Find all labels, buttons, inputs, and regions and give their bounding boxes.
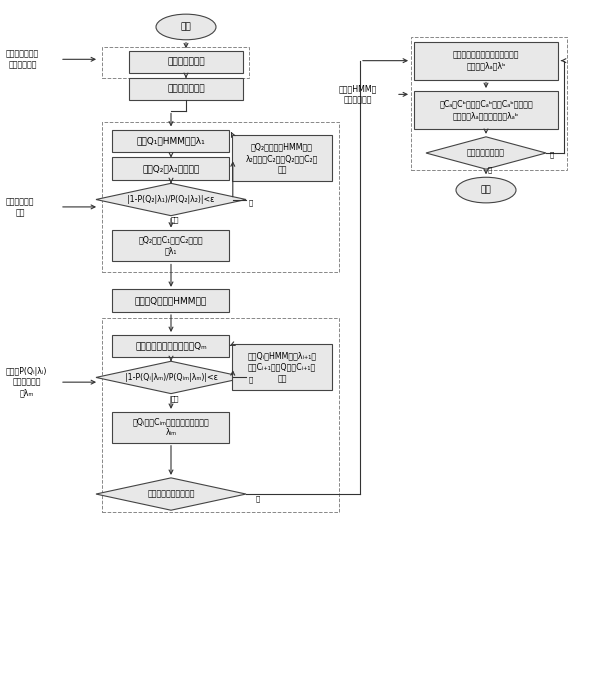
FancyBboxPatch shape [414, 91, 558, 129]
Text: 成立: 成立 [171, 395, 179, 402]
Text: 建立Q₁的HMM模型λ₁: 建立Q₁的HMM模型λ₁ [137, 136, 205, 146]
Text: 否: 否 [256, 495, 260, 502]
FancyBboxPatch shape [113, 230, 229, 261]
FancyBboxPatch shape [129, 78, 243, 100]
Text: 为Q₂建立新的HMM模型
λ₂，增加C₂，将Q₂作为C₂的
成员: 为Q₂建立新的HMM模型 λ₂，增加C₂，将Q₂作为C₂的 成员 [246, 143, 318, 174]
Text: 时序数据标准化: 时序数据标准化 [167, 57, 205, 67]
FancyBboxPatch shape [113, 129, 229, 152]
Ellipse shape [456, 177, 516, 203]
Text: 食品安全信息时
序数据预处理: 食品安全信息时 序数据预处理 [6, 49, 39, 69]
Text: 是否所有序列都已分类: 是否所有序列都已分类 [147, 489, 195, 499]
Text: 时序数据聚类
流程: 时序数据聚类 流程 [6, 197, 35, 217]
Polygon shape [96, 183, 246, 216]
FancyBboxPatch shape [414, 42, 558, 80]
Text: 建立Qᵢ的HMM模型λᵢ₊₁，
设置Cᵢ₊₁，将Q作为Cᵢ₊₁的
成员: 建立Qᵢ的HMM模型λᵢ₊₁， 设置Cᵢ₊₁，将Q作为Cᵢ₊₁的 成员 [247, 352, 317, 383]
Ellipse shape [156, 14, 216, 40]
Text: 找出输出概率最大的序列Qₘ: 找出输出概率最大的序列Qₘ [135, 341, 207, 350]
FancyBboxPatch shape [113, 289, 229, 311]
Text: 对所有Q都建立HMM模型: 对所有Q都建立HMM模型 [135, 296, 207, 305]
Text: 将Qᵢ加入Cᵢₘ中，并重新训练模型
λᵢₘ: 将Qᵢ加入Cᵢₘ中，并重新训练模型 λᵢₘ [133, 417, 209, 437]
Text: 将Q₂加入C₁，用C₂重新训
练λ₁: 将Q₂加入C₁，用C₂重新训 练λ₁ [139, 235, 203, 255]
Text: 从所有模型中选出模型间距离最
小的两个λₐ和λᵇ: 从所有模型中选出模型间距离最 小的两个λₐ和λᵇ [453, 51, 519, 71]
Text: 将Cₐ和Cᵇ合并为Cₐᵇ，用Cₐᵇ中的序列
重新训练λₐ得到新的模型λₐᵇ: 将Cₐ和Cᵇ合并为Cₐᵇ，用Cₐᵇ中的序列 重新训练λₐ得到新的模型λₐᵇ [439, 100, 533, 120]
Text: 找出使P(Qᵢ|λᵢ)
取最大値的模
型λₘ: 找出使P(Qᵢ|λᵢ) 取最大値的模 型λₘ [6, 367, 47, 398]
Text: 是: 是 [487, 166, 492, 173]
Text: 否: 否 [248, 376, 253, 383]
FancyBboxPatch shape [129, 51, 243, 73]
FancyBboxPatch shape [232, 135, 331, 181]
Text: |1-P(Q₂|λ₁)/P(Q₂|λ₂)|<ε: |1-P(Q₂|λ₁)/P(Q₂|λ₂)|<ε [127, 195, 215, 204]
Text: 开始: 开始 [181, 22, 191, 32]
Text: 否: 否 [550, 152, 554, 158]
Text: 是否只有一个模型: 是否只有一个模型 [467, 148, 505, 158]
FancyBboxPatch shape [113, 412, 229, 443]
Text: 时序数据离散化: 时序数据离散化 [167, 84, 205, 94]
Polygon shape [426, 137, 546, 169]
Polygon shape [96, 361, 246, 394]
FancyBboxPatch shape [232, 344, 331, 390]
Text: 结束: 结束 [481, 185, 491, 195]
Text: |1-P(Qᵢ|λₘ)/P(Qᵢₘ|λₘ)|<ε: |1-P(Qᵢ|λₘ)/P(Qᵢₘ|λₘ)|<ε [125, 373, 217, 382]
Polygon shape [96, 478, 246, 510]
FancyBboxPatch shape [113, 157, 229, 179]
Text: 计算Q₂的λ₂输出概率: 计算Q₂的λ₂输出概率 [142, 164, 200, 173]
Text: 对所有HMM模
型的层次聚类: 对所有HMM模 型的层次聚类 [339, 84, 377, 104]
FancyBboxPatch shape [113, 335, 229, 357]
Text: 成立: 成立 [171, 216, 179, 223]
Text: 否: 否 [248, 199, 253, 206]
